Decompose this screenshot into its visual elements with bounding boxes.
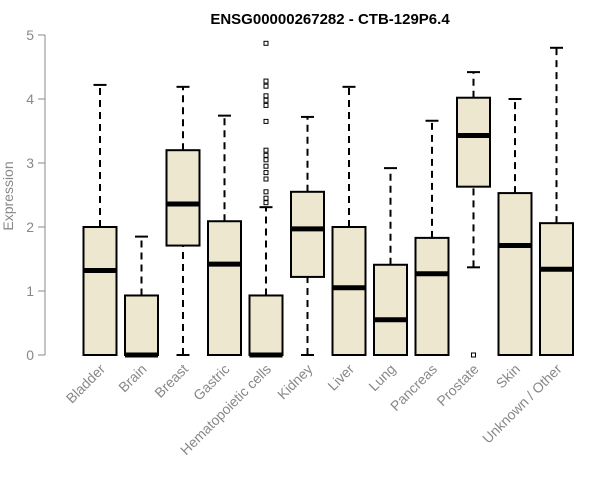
x-tick-label: Prostate	[433, 361, 481, 409]
outlier-point	[471, 352, 476, 358]
chart-title: ENSG00000267282 - CTB-129P6.4	[210, 11, 450, 28]
outlier-point	[263, 40, 269, 46]
x-tick-label: Bladder	[63, 361, 109, 407]
x-tick-label: Breast	[151, 361, 191, 401]
outlier-point	[263, 97, 269, 103]
outlier-point	[263, 163, 269, 169]
y-tick-label: 0	[26, 347, 34, 363]
box-lung	[373, 167, 408, 357]
box-iqr	[248, 294, 284, 357]
outlier-point	[263, 170, 269, 176]
box-iqr	[497, 192, 533, 356]
outlier-point	[263, 195, 269, 201]
outlier-point	[263, 152, 269, 158]
y-tick-label: 4	[26, 91, 34, 107]
box-bladder	[82, 83, 118, 356]
outlier-point	[263, 200, 269, 206]
outlier-point	[263, 83, 269, 89]
box-iqr	[290, 190, 325, 278]
y-tick-label: 5	[26, 27, 34, 43]
outlier-point	[263, 176, 269, 182]
outlier-point	[263, 147, 269, 153]
box-pancreas	[414, 119, 450, 357]
outlier-point	[263, 118, 269, 124]
y-axis-label: Expression	[0, 161, 16, 230]
box-prostate	[456, 71, 491, 358]
box-iqr	[539, 222, 574, 356]
y-tick-label: 3	[26, 155, 34, 171]
box-unknown-other	[539, 46, 574, 356]
y-axis: 0 1 2 3 4 5	[26, 27, 46, 363]
x-tick-label: Lung	[365, 361, 398, 394]
box-iqr	[124, 294, 159, 357]
x-tick-label: Brain	[115, 361, 149, 395]
box-brain	[124, 235, 159, 358]
y-tick-label: 1	[26, 283, 34, 299]
box-gastric	[207, 114, 242, 356]
x-tick-label: Kidney	[274, 361, 316, 403]
x-tick-label: Liver	[324, 361, 357, 394]
x-tick-label: Skin	[493, 361, 524, 392]
outlier-point	[263, 102, 269, 108]
box-iqr	[414, 236, 450, 357]
outlier-point	[263, 157, 269, 163]
box-iqr	[456, 96, 491, 188]
box-iqr	[373, 263, 408, 357]
box-breast	[165, 85, 201, 356]
box-iqr	[165, 149, 201, 247]
box-hematopoietic-cells	[248, 40, 284, 358]
box-iqr	[207, 220, 242, 356]
x-tick-label: Unknown / Other	[479, 361, 565, 447]
box-liver	[331, 85, 367, 356]
y-tick-label: 2	[26, 219, 34, 235]
box-kidney	[290, 115, 325, 356]
outlier-point	[263, 189, 269, 195]
plot-area	[82, 40, 574, 358]
box-iqr	[331, 226, 367, 356]
box-iqr	[82, 226, 118, 356]
outlier-point	[263, 93, 269, 99]
box-skin	[497, 98, 533, 356]
outlier-point	[263, 78, 269, 84]
